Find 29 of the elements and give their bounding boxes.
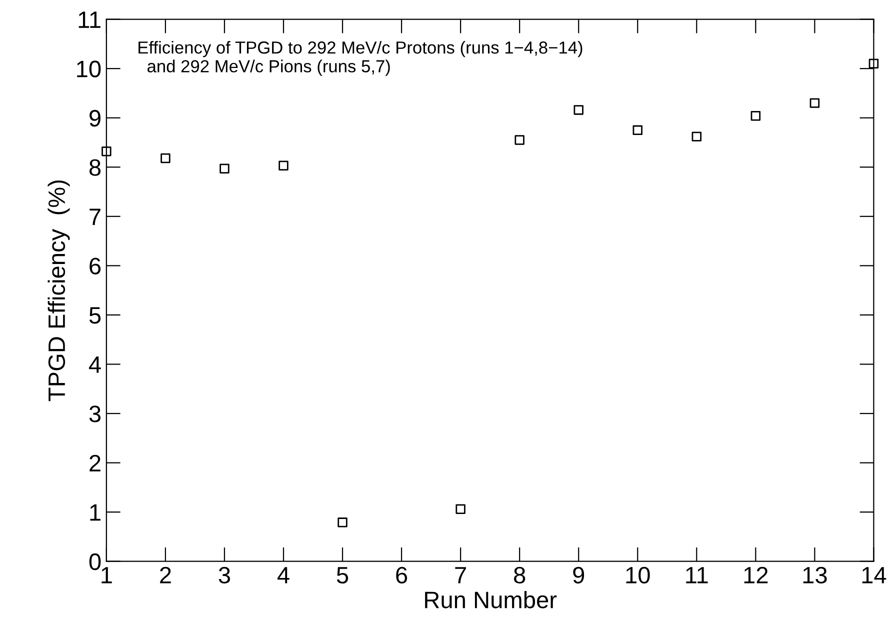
y-tick-label: 10 (77, 60, 101, 78)
y-tick-label: 5 (89, 307, 101, 324)
y-tick-label: 7 (90, 208, 100, 225)
y-tick-label: 9 (90, 110, 100, 127)
x-tick-label: 7 (455, 567, 466, 584)
x-tick-label: 12 (744, 566, 768, 584)
y-tick-label: 11 (78, 12, 100, 28)
x-tick-label: 2 (160, 566, 171, 584)
y-tick-label: 4 (88, 356, 101, 373)
y-tick-label: 2 (90, 454, 100, 472)
y-tick-label: 3 (89, 406, 101, 422)
x-tick-label: 5 (336, 567, 348, 584)
x-tick-label: 6 (396, 566, 408, 584)
x-tick-label: 14 (862, 567, 886, 584)
y-tick-label: 8 (89, 159, 101, 176)
x-tick-label: 3 (218, 566, 230, 584)
x-tick-label: 13 (803, 566, 827, 584)
x-tick-label: 10 (626, 566, 650, 584)
x-tick-label: 8 (514, 566, 526, 584)
y-tick-label: 6 (90, 258, 101, 274)
x-tick-label: 11 (686, 567, 708, 584)
x-tick-label: 9 (573, 566, 584, 584)
x-tick-label: 4 (277, 567, 290, 584)
annotation: Efficiency of TPGD to 292 MeV/c Protons (runs 1−4,8−14) and 292 MeV/c Pions (runs 5,7) (138, 40, 582, 76)
x-tick-label: 1 (102, 567, 112, 584)
x-axis-title: Run Number (425, 590, 557, 608)
y-axis-title: TPGD Efficiency (%) (48, 180, 70, 402)
y-tick-label: 0 (89, 553, 101, 570)
y-tick-label: 1 (90, 504, 100, 521)
